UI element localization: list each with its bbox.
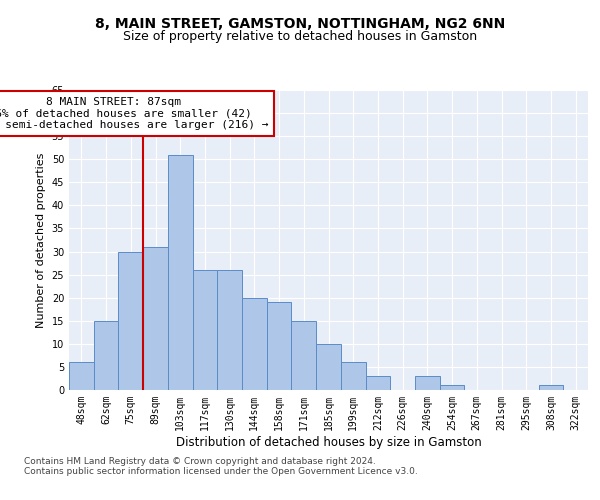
Bar: [292, 321, 316, 390]
Bar: [415, 376, 440, 390]
Y-axis label: Number of detached properties: Number of detached properties: [36, 152, 46, 328]
Bar: [242, 298, 267, 390]
Text: 8, MAIN STREET, GAMSTON, NOTTINGHAM, NG2 6NN: 8, MAIN STREET, GAMSTON, NOTTINGHAM, NG2…: [95, 18, 505, 32]
Text: 8 MAIN STREET: 87sqm
← 16% of detached houses are smaller (42)
82% of semi-detac: 8 MAIN STREET: 87sqm ← 16% of detached h…: [0, 97, 269, 130]
Bar: [217, 270, 242, 390]
Bar: [94, 321, 118, 390]
Bar: [365, 376, 390, 390]
Bar: [267, 302, 292, 390]
Bar: [168, 154, 193, 390]
Bar: [118, 252, 143, 390]
X-axis label: Distribution of detached houses by size in Gamston: Distribution of detached houses by size …: [176, 436, 481, 448]
Bar: [341, 362, 365, 390]
Bar: [193, 270, 217, 390]
Bar: [143, 247, 168, 390]
Bar: [440, 386, 464, 390]
Text: Contains HM Land Registry data © Crown copyright and database right 2024.: Contains HM Land Registry data © Crown c…: [24, 458, 376, 466]
Bar: [316, 344, 341, 390]
Text: Size of property relative to detached houses in Gamston: Size of property relative to detached ho…: [123, 30, 477, 43]
Bar: [539, 386, 563, 390]
Text: Contains public sector information licensed under the Open Government Licence v3: Contains public sector information licen…: [24, 468, 418, 476]
Bar: [69, 362, 94, 390]
